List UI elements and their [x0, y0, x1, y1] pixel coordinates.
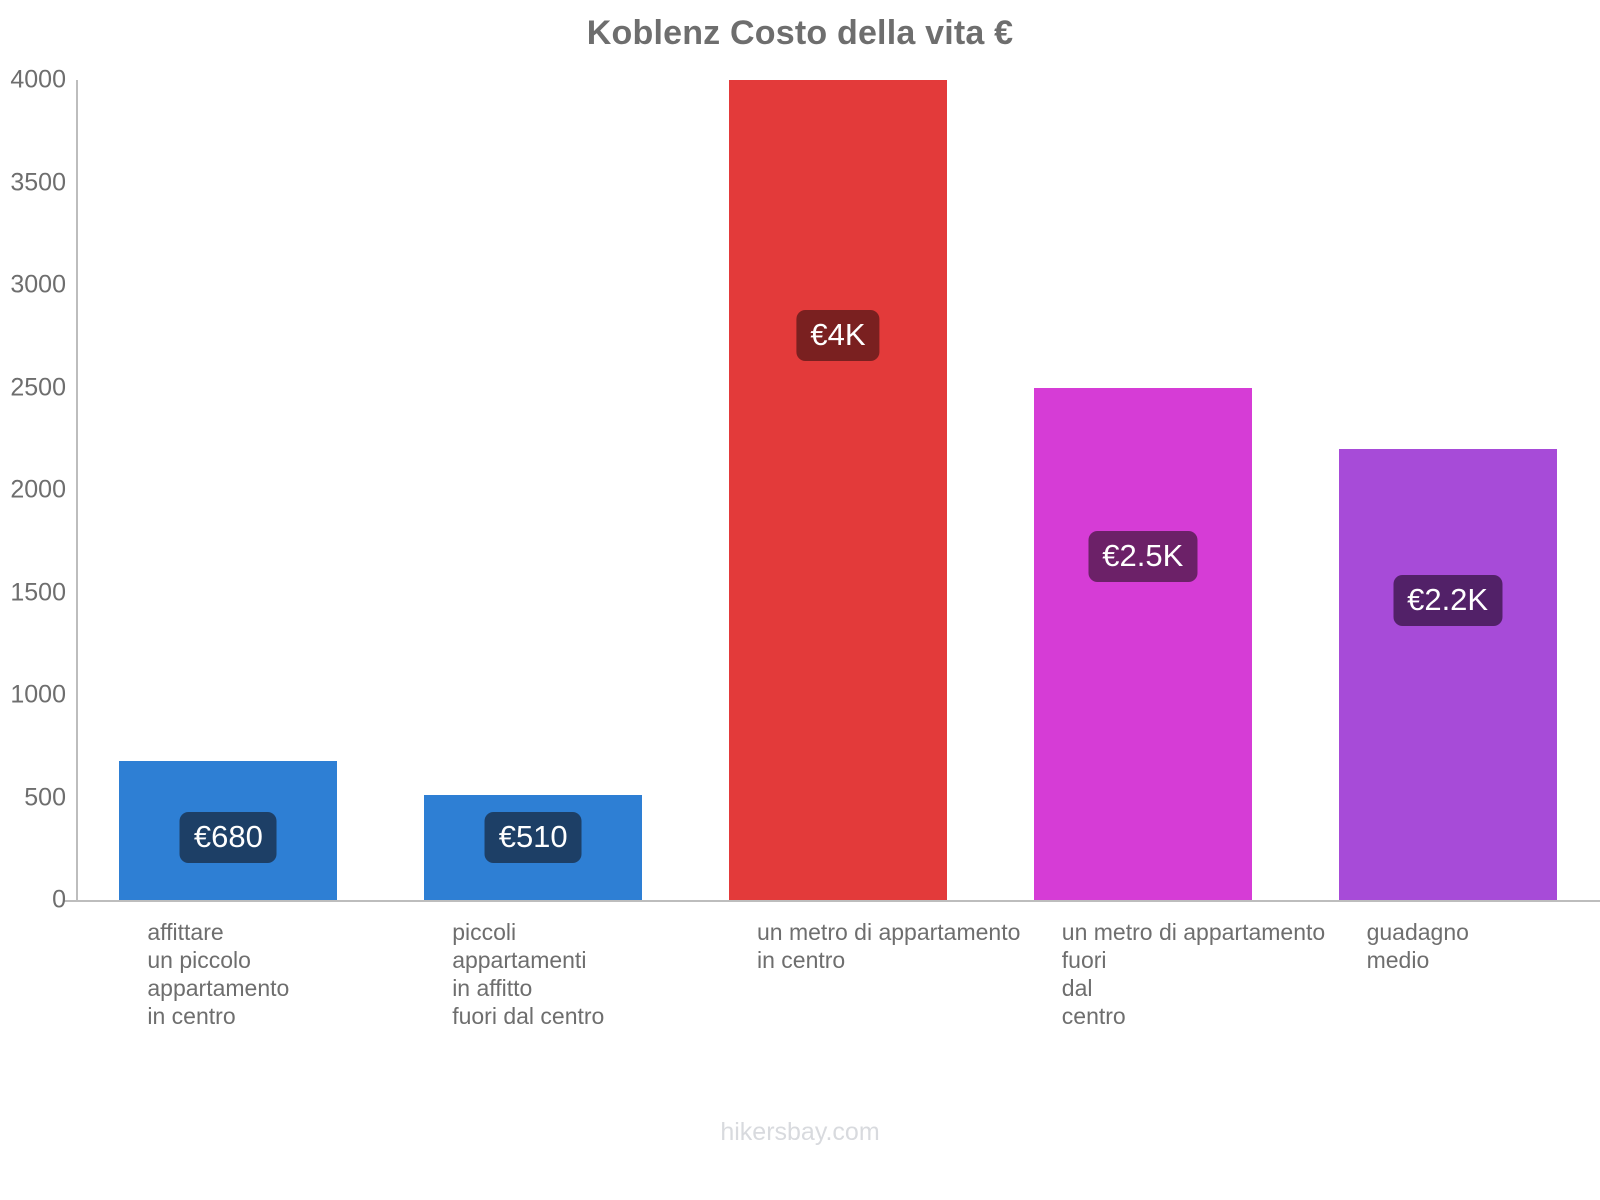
bar-value-label: €4K — [796, 309, 880, 361]
y-axis-tick-label: 500 — [24, 783, 66, 811]
y-axis-tick-label: 2500 — [10, 373, 66, 401]
y-axis-tick-label: 4000 — [10, 65, 66, 94]
y-axis-tick-label: 1000 — [10, 680, 66, 709]
x-axis-category-label: guadagno medio — [1366, 919, 1469, 974]
bar-value-label: €680 — [179, 812, 277, 863]
y-axis-tick-label: 3000 — [10, 270, 66, 299]
bar[interactable]: €510 — [424, 795, 643, 900]
bar[interactable]: €4K — [729, 80, 947, 900]
bar[interactable]: €2.5K — [1033, 387, 1252, 900]
bar-value-label: €2.5K — [1088, 531, 1198, 582]
x-axis-category-label: piccoli appartamenti in affitto fuori da… — [452, 919, 605, 1030]
y-axis-tick-label: 3500 — [10, 168, 66, 196]
bar[interactable]: €2.2K — [1338, 449, 1557, 900]
attribution-footer: hikersbay.com — [720, 1118, 880, 1146]
x-axis-category-label: affittare un piccolo appartamento in cen… — [147, 919, 290, 1030]
plot-area: 0 500 1000 1500 2000 2500 3000 3500 4000 €680 €51… — [10, 66, 1600, 914]
chart-title: Koblenz Costo della vita € — [586, 14, 1014, 52]
bar-value-label: €2.2K — [1393, 575, 1503, 627]
x-axis-category-label: un metro di appartamento fuori dal centr… — [1061, 919, 1326, 1030]
y-axis-tick-label: 0 — [52, 885, 66, 914]
x-axis-line — [64, 900, 1600, 902]
y-axis-tick-label: 2000 — [10, 475, 66, 504]
y-axis-line — [76, 80, 78, 901]
y-axis-tick-label: 1500 — [10, 578, 66, 606]
bar-value-label: €510 — [484, 812, 582, 863]
bar[interactable]: €680 — [119, 760, 338, 900]
x-axis-category-label: un metro di appartamento in centro — [757, 919, 1021, 974]
